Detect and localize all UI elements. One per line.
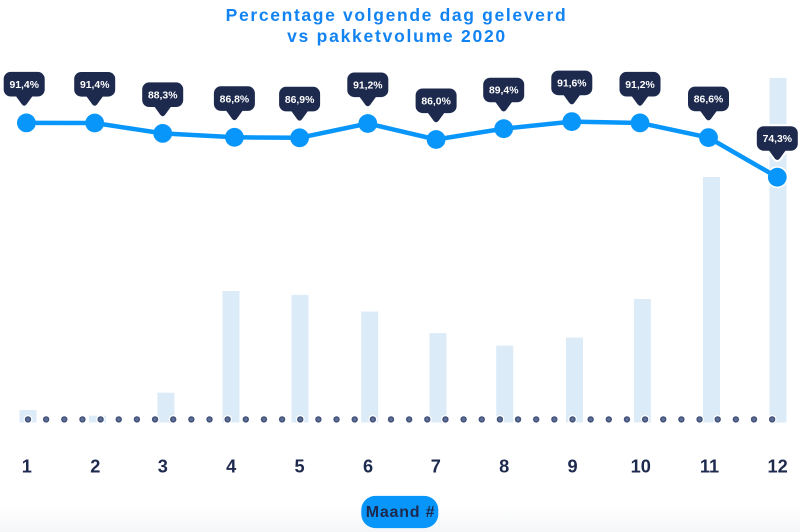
svg-text:12: 12: [767, 457, 787, 477]
svg-text:11: 11: [700, 457, 719, 477]
svg-text:4: 4: [226, 457, 237, 477]
svg-text:74,3%: 74,3%: [763, 134, 792, 145]
svg-text:2: 2: [90, 457, 100, 477]
svg-text:91,4%: 91,4%: [9, 80, 38, 91]
svg-text:91,6%: 91,6%: [557, 79, 586, 90]
svg-text:86,9%: 86,9%: [285, 95, 314, 106]
svg-text:86,0%: 86,0%: [421, 97, 450, 108]
svg-text:5: 5: [295, 457, 305, 477]
svg-text:Maand #: Maand #: [366, 504, 436, 521]
svg-text:86,8%: 86,8%: [220, 94, 249, 105]
svg-text:9: 9: [568, 457, 578, 477]
svg-text:88,3%: 88,3%: [148, 90, 177, 101]
svg-text:91,4%: 91,4%: [80, 80, 109, 91]
svg-text:10: 10: [631, 457, 651, 477]
svg-text:vs pakketvolume 2020: vs pakketvolume 2020: [287, 26, 507, 46]
svg-text:89,4%: 89,4%: [489, 86, 518, 97]
svg-text:8: 8: [499, 457, 509, 477]
svg-text:91,2%: 91,2%: [625, 80, 654, 91]
svg-text:7: 7: [431, 457, 441, 477]
svg-text:3: 3: [158, 457, 168, 477]
svg-text:91,2%: 91,2%: [353, 81, 382, 92]
svg-text:Percentage volgende dag geleve: Percentage volgende dag geleverd: [226, 5, 568, 25]
svg-text:6: 6: [363, 457, 373, 477]
svg-text:1: 1: [22, 457, 32, 477]
svg-text:86,6%: 86,6%: [694, 95, 723, 106]
